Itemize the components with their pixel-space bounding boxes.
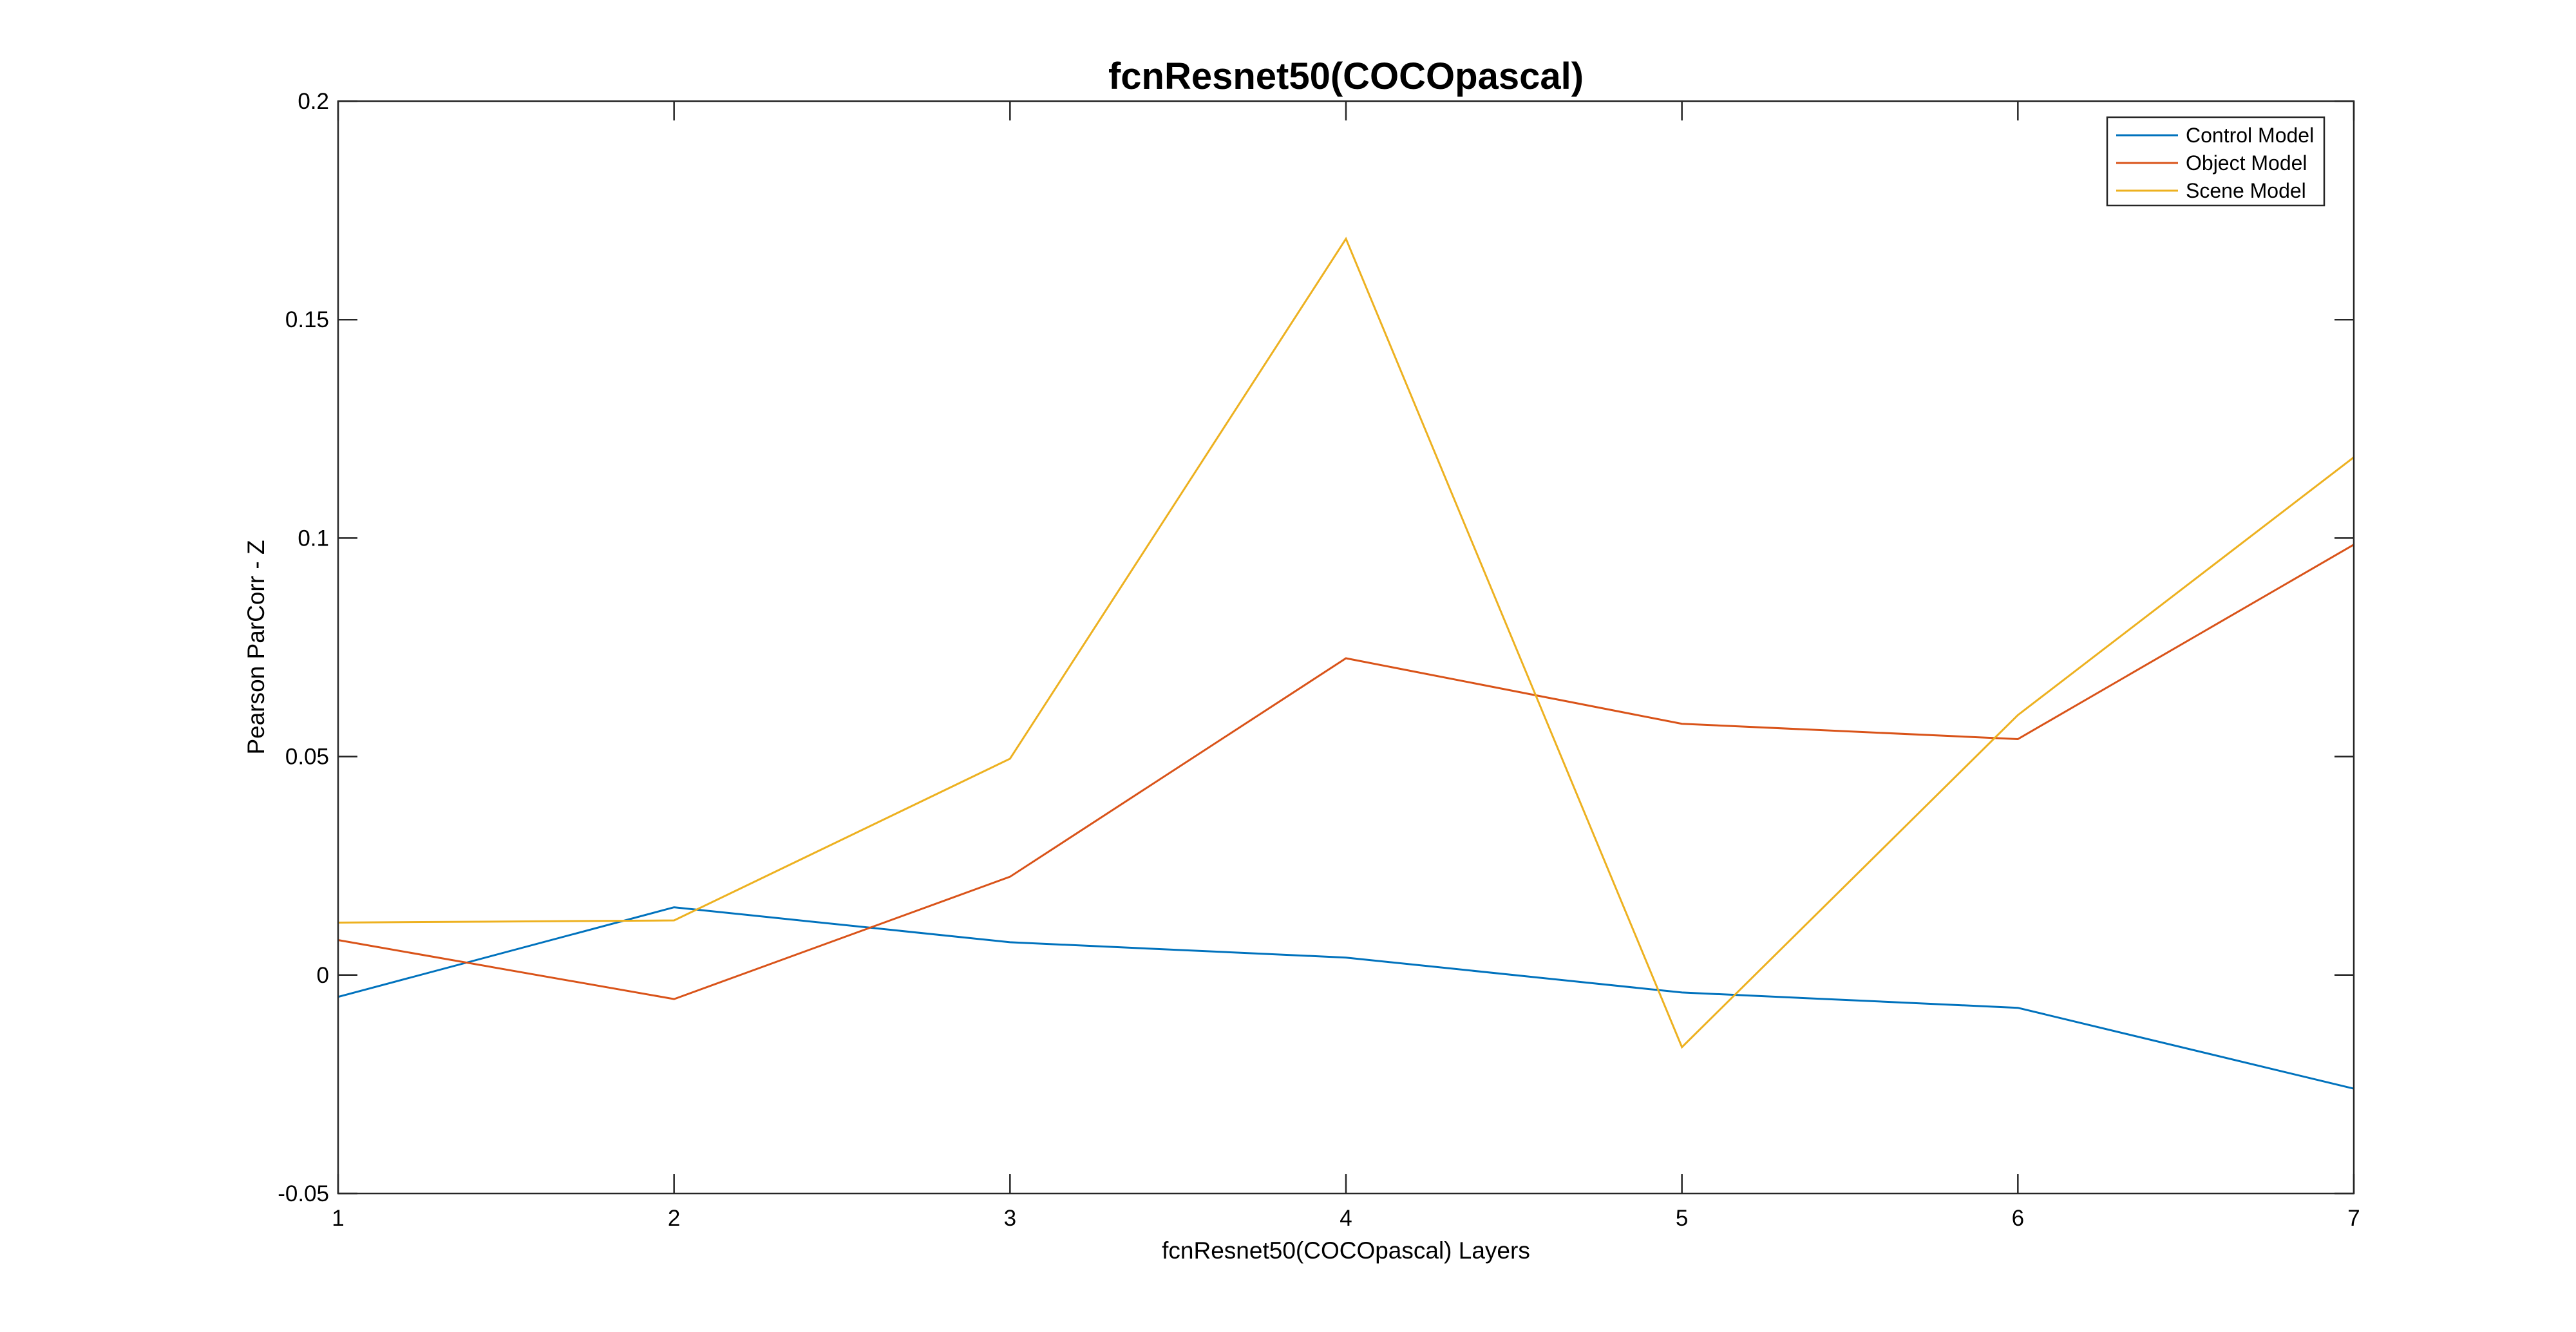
x-tick-label: 4 (1340, 1206, 1352, 1231)
series-line-object-model (337, 544, 2354, 1000)
y-tick-label: -0.05 (278, 1181, 329, 1206)
y-tick-labels: -0.05 0 0.05 0.1 0.15 0.2 (278, 89, 329, 1206)
series-line-control-model (337, 906, 2354, 1090)
legend-label: Object Model (2186, 151, 2307, 175)
x-tick-label: 1 (332, 1206, 344, 1231)
y-tick-label: 0.05 (285, 745, 329, 770)
y-axis-label: Pearson ParCorr - Z (243, 540, 269, 754)
x-tick-label: 5 (1676, 1206, 1688, 1231)
x-tick-label: 2 (668, 1206, 680, 1231)
series-line-scene-model (337, 236, 2354, 1049)
x-tick-labels: 1 2 3 4 5 6 7 (332, 1206, 2360, 1231)
y-tick-label: 0.1 (298, 526, 329, 551)
y-tick-label: 0 (317, 963, 329, 988)
series-lines (337, 236, 2354, 1090)
x-tick-label: 6 (2012, 1206, 2024, 1231)
x-tick-label: 7 (2347, 1206, 2360, 1231)
legend: Control Model Object Model Scene Model (2106, 116, 2325, 207)
x-axis-label: fcnResnet50(COCOpascal) Layers (1162, 1237, 1530, 1264)
x-tick-label: 3 (1004, 1206, 1016, 1231)
y-tick-label: 0.15 (285, 307, 329, 332)
y-tick-label: 0.2 (298, 89, 329, 114)
legend-label: Control Model (2186, 124, 2314, 147)
plot-area (338, 101, 2354, 1194)
chart-title: fcnResnet50(COCOpascal) (1108, 55, 1584, 97)
plot-frame (337, 100, 2355, 1195)
legend-label: Scene Model (2186, 179, 2306, 202)
